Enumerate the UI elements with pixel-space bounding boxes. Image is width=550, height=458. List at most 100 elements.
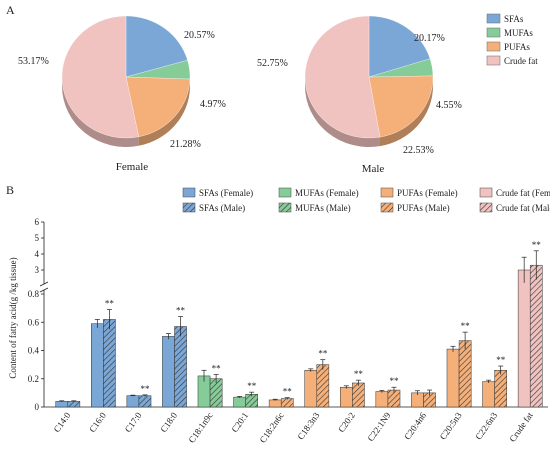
panel-b-label: B bbox=[6, 183, 14, 197]
legend-label: SFAs bbox=[504, 14, 524, 24]
bar-hatch bbox=[459, 340, 472, 407]
bar-female bbox=[268, 399, 282, 408]
bar-hatch bbox=[174, 326, 187, 407]
x-tick-label: C14:0 bbox=[52, 410, 73, 434]
bar-female bbox=[482, 381, 495, 408]
legend-label: SFAs (Male) bbox=[199, 203, 245, 213]
pie-legend: SFAs MUFAs PUFAs Crude fat bbox=[486, 13, 538, 66]
legend-swatch bbox=[380, 187, 394, 198]
y-tick-label: 4 bbox=[35, 249, 40, 259]
pie-value-label: 20.57% bbox=[184, 30, 215, 41]
bar-hatch bbox=[530, 265, 543, 407]
significance-mark: ** bbox=[354, 369, 364, 379]
bar-hatch bbox=[210, 378, 223, 407]
bar-female bbox=[304, 370, 318, 408]
y-tick-label: 0.6 bbox=[28, 317, 40, 327]
x-tick-label: C20:2 bbox=[336, 410, 357, 434]
legend-hatch bbox=[183, 203, 195, 212]
x-tick-label: C22:6n3 bbox=[473, 410, 499, 442]
pie-value-label: 4.97% bbox=[200, 99, 226, 110]
y-tick-label: 0.2 bbox=[28, 374, 39, 384]
x-tick-label: C18:3n3 bbox=[295, 410, 321, 442]
panel-a-label: A bbox=[6, 3, 15, 17]
y-axis-label: Content of fatty acid(g /kg tissue) bbox=[8, 257, 18, 378]
y-tick-label: 5 bbox=[35, 233, 40, 243]
y-tick-label: 0.4 bbox=[28, 346, 40, 356]
pie-male-title: Male bbox=[362, 163, 385, 175]
significance-mark: ** bbox=[283, 387, 293, 397]
y-tick-label: 0 bbox=[35, 402, 40, 412]
significance-mark: ** bbox=[389, 376, 399, 386]
significance-mark: ** bbox=[247, 381, 257, 391]
bar-hatch bbox=[494, 370, 507, 407]
pie-value-label: 53.17% bbox=[18, 56, 49, 67]
x-tick-label: C18:2n6c bbox=[258, 410, 286, 444]
pie-slice-pufas bbox=[125, 76, 191, 137]
x-tick-label: C17:0 bbox=[123, 410, 144, 434]
bar-female bbox=[375, 391, 389, 408]
legend-swatch bbox=[486, 13, 501, 24]
pie-value-label: 4.55% bbox=[436, 100, 462, 111]
pie-value-label: 22.53% bbox=[403, 145, 434, 156]
pie-male: 20.17% 4.55% 22.53% 52.75% bbox=[257, 15, 462, 156]
significance-mark: ** bbox=[212, 364, 222, 374]
legend-label: MUFAs (Male) bbox=[295, 203, 351, 213]
pie-slice-crude-fat bbox=[61, 15, 139, 139]
y-tick-label: 0.8 bbox=[28, 289, 40, 299]
x-tick-label: C18:1n9c bbox=[186, 410, 214, 444]
axis-break-mark bbox=[39, 287, 49, 293]
y-tick-label: 3 bbox=[35, 265, 40, 275]
pie-value-label: 20.17% bbox=[414, 33, 445, 44]
legend-label: PUFAs (Male) bbox=[397, 203, 450, 213]
bar-female bbox=[517, 269, 531, 408]
legend-label: PUFAs bbox=[504, 42, 530, 52]
axis-break-mark bbox=[39, 281, 49, 287]
x-tick-label: C20:5n3 bbox=[438, 410, 464, 442]
bar-hatch bbox=[138, 395, 152, 407]
pie-slice-side bbox=[380, 77, 433, 147]
x-tick-label: Crude fat bbox=[507, 410, 535, 444]
legend-label: Crude fat (Female) bbox=[496, 188, 550, 198]
bar-hatch bbox=[316, 364, 329, 407]
bar-hatch bbox=[352, 382, 365, 407]
pie-slice-sfas bbox=[368, 15, 431, 78]
legend-swatch bbox=[182, 187, 196, 198]
significance-mark: ** bbox=[140, 384, 150, 394]
legend-label: Crude fat bbox=[504, 56, 538, 66]
legend-label: Crude fat (Male) bbox=[496, 203, 550, 213]
pie-slice-crude-fat bbox=[304, 15, 381, 139]
significance-mark: ** bbox=[532, 240, 542, 250]
significance-mark: ** bbox=[496, 355, 506, 365]
pie-female: 20.57% 4.97% 21.28% 53.17% bbox=[18, 15, 226, 150]
bar-hatch bbox=[103, 319, 116, 407]
x-tick-label: C16:0 bbox=[87, 410, 108, 434]
bar-female bbox=[91, 323, 104, 408]
legend-swatch bbox=[278, 187, 292, 198]
bar-hatch bbox=[245, 394, 258, 407]
significance-mark: ** bbox=[318, 349, 328, 359]
bar-hatch bbox=[423, 392, 436, 407]
legend-label: MUFAs bbox=[504, 28, 533, 38]
legend-hatch bbox=[279, 203, 291, 212]
significance-mark: ** bbox=[105, 299, 115, 309]
bar-hatch bbox=[387, 390, 401, 407]
bar-female bbox=[233, 396, 246, 408]
legend-swatch bbox=[486, 41, 501, 52]
pie-value-label: 52.75% bbox=[257, 58, 288, 69]
bar-female bbox=[340, 386, 353, 408]
bar-hatch bbox=[67, 401, 80, 407]
legend-swatch bbox=[479, 187, 493, 198]
bar-chart: 0 0.2 0.4 0.6 0.8 3 4 5 6 C14:0 ** C16:0 ** C17:0 ** C1… bbox=[28, 217, 548, 445]
pie-value-label: 21.28% bbox=[170, 139, 201, 150]
pie-female-title: Female bbox=[116, 161, 148, 173]
x-tick-label: C18:0 bbox=[158, 410, 179, 434]
legend-swatch bbox=[486, 55, 501, 66]
legend-label: SFAs (Female) bbox=[199, 188, 253, 198]
significance-mark: ** bbox=[461, 321, 471, 331]
bar-female bbox=[162, 336, 175, 408]
y-tick-label: 6 bbox=[35, 217, 40, 227]
legend-hatch bbox=[480, 203, 492, 212]
legend-hatch bbox=[381, 203, 393, 212]
legend-label: PUFAs (Female) bbox=[397, 188, 458, 198]
